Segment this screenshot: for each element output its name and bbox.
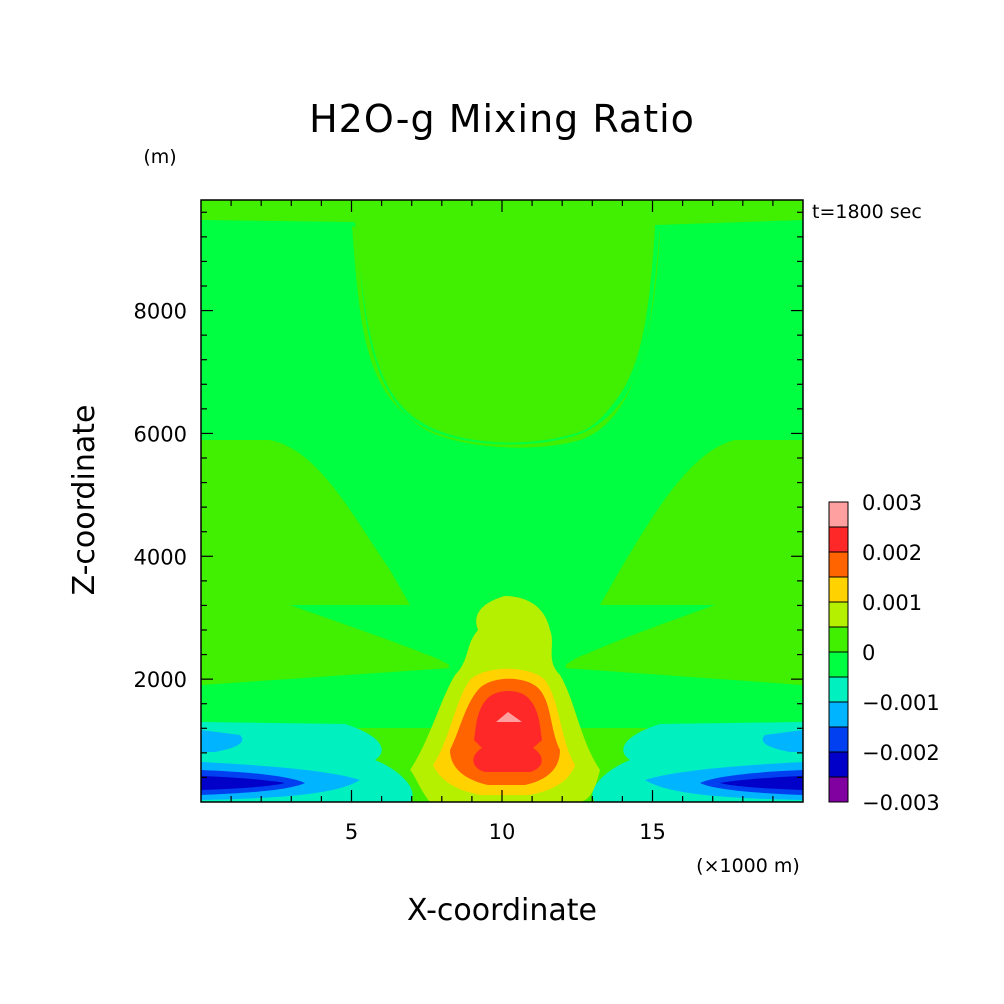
x-axis: 5 10 15 xyxy=(230,200,774,844)
contour-region-right-shelf xyxy=(565,605,803,685)
y-axis: 2000 4000 6000 8000 xyxy=(134,211,803,779)
colorbar-swatch xyxy=(828,576,849,603)
contour-region-left-blue-upper xyxy=(201,730,243,752)
colorbar-tick-label: −0.001 xyxy=(862,691,940,715)
y-tick-label: 6000 xyxy=(134,422,187,446)
contour-region-left-shelf xyxy=(201,605,450,685)
contour-region-left-navy xyxy=(201,776,285,790)
contour-region-right-lobe xyxy=(600,440,803,605)
contour-region-pink xyxy=(496,712,522,722)
x-tick-label: 15 xyxy=(639,820,666,844)
x-axis-label: X-coordinate xyxy=(407,893,597,928)
colorbar-tick-label: 0 xyxy=(862,641,875,665)
colorbar-swatch xyxy=(828,551,849,578)
colorbar-swatch xyxy=(828,526,849,553)
contour-region-upper-core xyxy=(360,228,655,443)
contour-region-left-lobe xyxy=(201,440,410,605)
chart-title: H2O-g Mixing Ratio xyxy=(309,97,695,141)
colorbar-swatch xyxy=(828,676,849,703)
colorbar-swatch xyxy=(828,626,849,653)
colorbar-swatch xyxy=(828,601,849,628)
colorbar-tick-label: 0.001 xyxy=(862,591,922,615)
time-label: t=1800 sec xyxy=(812,201,922,223)
colorbar-swatch xyxy=(828,751,849,778)
x-tick-label: 5 xyxy=(345,820,358,844)
colorbar-swatch xyxy=(828,776,849,803)
colorbar-swatch xyxy=(828,501,849,528)
colorbar-swatch xyxy=(828,726,849,753)
y-tick-label: 2000 xyxy=(134,668,187,692)
colorbar-swatch xyxy=(828,651,849,678)
x-tick-label: 10 xyxy=(489,820,516,844)
contour-region-right-blue-upper xyxy=(762,730,803,752)
colorbar-swatch xyxy=(828,701,849,728)
plot-area xyxy=(201,200,803,802)
y-tick-label: 8000 xyxy=(134,300,187,324)
colorbar: −0.003 −0.002 −0.001 0 0.001 0.002 0.003 xyxy=(828,491,940,815)
contour-region-red xyxy=(473,691,542,772)
contour-region-right-navy xyxy=(720,776,803,790)
y-tick-label: 4000 xyxy=(134,545,187,569)
colorbar-tick-label: −0.003 xyxy=(862,791,940,815)
x-unit-label: (×1000 m) xyxy=(696,855,800,877)
colorbar-tick-label: −0.002 xyxy=(862,741,940,765)
colorbar-tick-label: 0.003 xyxy=(862,491,922,515)
y-axis-label: Z-coordinate xyxy=(67,405,102,596)
y-unit-label: (m) xyxy=(143,146,176,168)
colorbar-tick-label: 0.002 xyxy=(862,541,922,565)
